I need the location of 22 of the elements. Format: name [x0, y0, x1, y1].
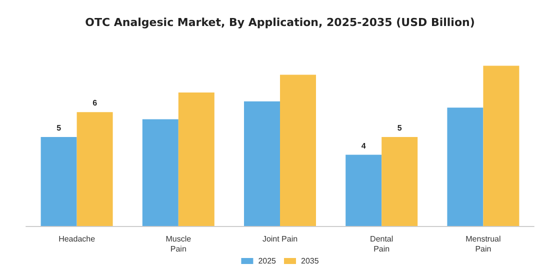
data-label: 4 — [361, 141, 366, 150]
legend-label: 2025 — [258, 256, 277, 266]
legend-label: 2035 — [301, 256, 320, 266]
bar — [346, 154, 382, 226]
x-tick-label: Joint Pain — [262, 234, 298, 244]
bar — [280, 74, 316, 226]
data-label: 5 — [56, 124, 62, 132]
bar — [382, 137, 418, 226]
data-label: 5 — [397, 124, 402, 132]
x-tick-label: Menstrual Pain — [466, 234, 501, 254]
bar — [76, 112, 113, 226]
bar — [447, 108, 484, 226]
bar — [40, 137, 77, 226]
x-tick-label: Dental Pain — [370, 234, 394, 254]
data-label: 6 — [92, 98, 98, 108]
chart-title: OTC Analgesic Market, By Application, 2025-2035 (USD Billion) — [85, 16, 475, 29]
bar — [483, 66, 520, 226]
bar — [142, 119, 178, 226]
bar — [244, 101, 280, 226]
bar — [178, 92, 214, 226]
x-tick-label: Muscle Pain — [166, 234, 192, 254]
x-tick-label: Headache — [58, 234, 96, 244]
